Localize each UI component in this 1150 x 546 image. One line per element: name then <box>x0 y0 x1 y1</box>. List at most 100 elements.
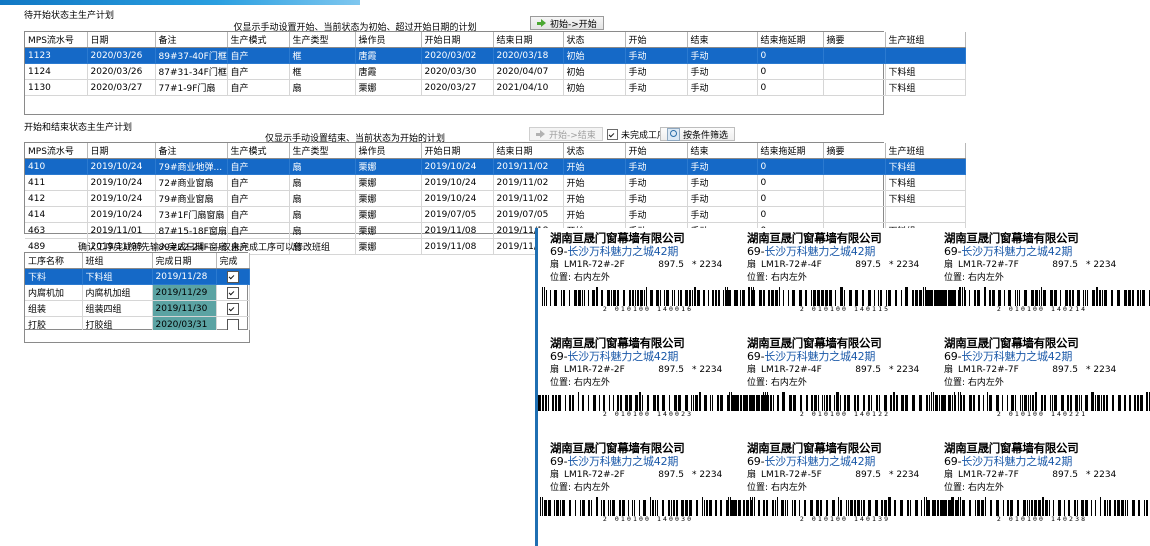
cell-0[interactable]: 463 <box>25 222 88 239</box>
table-row[interactable]: 内腐机加 内腐机加组 2019/11/29 <box>25 284 250 301</box>
print-label[interactable]: 湖南亘晟门窗幕墙有限公司 69-长沙万科魅力之城42期扇 LM1R-72#-7F 89… <box>923 442 1148 540</box>
cell-1[interactable]: 2019/10/24 <box>87 190 156 207</box>
cell-6[interactable]: 2020/03/02 <box>421 47 494 64</box>
cell-0[interactable]: 1124 <box>25 63 88 80</box>
column-header-8[interactable]: 状态 <box>563 32 626 48</box>
column-header-2[interactable]: 备注 <box>155 32 228 48</box>
column-header-8[interactable]: 状态 <box>563 143 626 159</box>
cell-5[interactable]: 唐霞 <box>355 63 422 80</box>
cell-5[interactable]: 栗娜 <box>355 190 422 207</box>
cell-11[interactable]: 0 <box>757 79 824 96</box>
cell-7[interactable]: 2020/04/07 <box>493 63 564 80</box>
column-header-5[interactable]: 操作员 <box>355 143 422 159</box>
cell-8[interactable]: 初始 <box>563 79 626 96</box>
cell-10[interactable]: 手动 <box>687 63 758 80</box>
filter-button[interactable]: 按条件筛选 <box>660 127 736 144</box>
cell-9[interactable]: 手动 <box>625 174 688 191</box>
checkbox-icon[interactable] <box>226 318 239 331</box>
cell-0[interactable]: 412 <box>25 190 88 207</box>
cell-4[interactable]: 扇 <box>289 222 356 239</box>
completion-checkbox-cell[interactable] <box>216 300 250 317</box>
cell-3[interactable]: 自产 <box>227 63 290 80</box>
cell-7[interactable]: 2020/03/18 <box>493 47 564 64</box>
cell-4[interactable]: 扇 <box>289 158 356 175</box>
print-label[interactable]: 湖南亘晟门窗幕墙有限公司 69-长沙万科魅力之城42期扇 LM1R-72#-4F 89… <box>728 337 961 435</box>
cell-1[interactable]: 2019/10/24 <box>87 174 156 191</box>
cell-2[interactable]: 89#37-40F门框 <box>155 47 228 64</box>
cell-13[interactable] <box>885 206 966 223</box>
cell-13[interactable]: 下料组 <box>885 63 966 80</box>
process-name[interactable]: 下料 <box>25 268 83 285</box>
column-header-1[interactable]: 日期 <box>87 143 156 159</box>
column-header-7[interactable]: 结束日期 <box>493 143 564 159</box>
print-label[interactable]: 湖南亘晟门窗幕墙有限公司 69-长沙万科魅力之城42期扇 LM1R-72#-2F 89… <box>540 442 755 540</box>
cell-10[interactable]: 手动 <box>687 174 758 191</box>
label-print-preview[interactable]: 湖南亘晟门窗幕墙有限公司 69-长沙万科魅力之城42期扇 LM1R-72#-2F 89… <box>535 228 1150 546</box>
completion-date[interactable]: 2019/11/29 <box>152 284 217 301</box>
cell-12[interactable] <box>823 79 886 96</box>
print-label[interactable]: 湖南亘晟门窗幕墙有限公司 69-长沙万科魅力之城42期扇 LM1R-72#-5F 89… <box>728 442 961 540</box>
team-name[interactable]: 下料组 <box>82 268 153 285</box>
column-header-12[interactable]: 摘要 <box>823 143 886 159</box>
cell-7[interactable]: 2021/04/10 <box>493 79 564 96</box>
completion-checkbox-cell[interactable] <box>216 284 250 301</box>
process-name[interactable]: 组装 <box>25 300 83 317</box>
column-header-9[interactable]: 开始 <box>625 32 688 48</box>
cell-9[interactable]: 手动 <box>625 190 688 207</box>
cell-8[interactable]: 初始 <box>563 47 626 64</box>
cell-11[interactable]: 0 <box>757 158 824 175</box>
cell-13[interactable]: 下料组 <box>885 174 966 191</box>
cell-10[interactable]: 手动 <box>687 206 758 223</box>
column-header-12[interactable]: 摘要 <box>823 32 886 48</box>
cell-8[interactable]: 开始 <box>563 206 626 223</box>
cell-5[interactable]: 唐霞 <box>355 47 422 64</box>
cell-1[interactable]: 2020/03/27 <box>87 79 156 96</box>
cell-2[interactable]: 77#1-9F门扇 <box>155 79 228 96</box>
cell-12[interactable] <box>823 158 886 175</box>
column-header-13[interactable]: 生产班组 <box>885 32 966 48</box>
cell-3[interactable]: 自产 <box>227 222 290 239</box>
grid-active-plans[interactable]: MPS流水号 日期 备注 生产模式 生产类型 操作员 开始日期 结束日期 状态 开始 结束 结束拖延期… <box>24 142 966 255</box>
cell-11[interactable]: 0 <box>757 63 824 80</box>
unfinished-process-checkbox[interactable]: 未完成工序 <box>600 127 673 143</box>
table-row[interactable]: 410 2019/10/24 79#商业地弹... 自产扇栗娜 2019/10/24 20… <box>25 158 966 175</box>
cell-1[interactable]: 2020/03/26 <box>87 47 156 64</box>
print-label[interactable]: 湖南亘晟门窗幕墙有限公司 69-长沙万科魅力之城42期扇 LM1R-72#-7F 89… <box>923 232 1150 330</box>
team-name[interactable]: 内腐机加组 <box>82 284 153 301</box>
completion-date[interactable]: 2019/11/28 <box>152 268 217 285</box>
column-header-11[interactable]: 结束拖延期 <box>757 143 824 159</box>
column-header-10[interactable]: 结束 <box>687 32 758 48</box>
cell-10[interactable]: 手动 <box>687 79 758 96</box>
column-header-6[interactable]: 开始日期 <box>421 32 494 48</box>
cell-6[interactable]: 2019/11/08 <box>421 238 494 255</box>
column-header-0[interactable]: MPS流水号 <box>25 32 88 48</box>
cell-4[interactable]: 扇 <box>289 238 356 255</box>
cell-11[interactable]: 0 <box>757 190 824 207</box>
cell-10[interactable]: 手动 <box>687 158 758 175</box>
cell-9[interactable]: 手动 <box>625 47 688 64</box>
cell-4[interactable]: 扇 <box>289 174 356 191</box>
cell-8[interactable]: 开始 <box>563 174 626 191</box>
cell-6[interactable]: 2019/07/05 <box>421 206 494 223</box>
table-row[interactable]: 1123 2020/03/26 89#37-40F门框 自产框唐霞 2020/03/02… <box>25 47 966 64</box>
cell-1[interactable]: 2019/11/01 <box>87 222 156 239</box>
table-row[interactable]: 打胶 打胶组 2020/03/31 <box>25 316 250 333</box>
cell-7[interactable]: 2019/11/02 <box>493 190 564 207</box>
column-header-3[interactable]: 生产模式 <box>227 143 290 159</box>
cell-0[interactable]: 1123 <box>25 47 88 64</box>
cell-2[interactable]: 87#31-34F门框 <box>155 63 228 80</box>
cell-4[interactable]: 框 <box>289 47 356 64</box>
column-header-6[interactable]: 开始日期 <box>421 143 494 159</box>
cell-12[interactable] <box>823 63 886 80</box>
cell-12[interactable] <box>823 190 886 207</box>
cell-2[interactable]: 79#商业地弹... <box>155 158 228 175</box>
column-header-7[interactable]: 结束日期 <box>493 32 564 48</box>
cell-2[interactable]: 73#1F门扇窗扇 <box>155 206 228 223</box>
column-header-9[interactable]: 开始 <box>625 143 688 159</box>
table-row[interactable]: 414 2019/10/24 73#1F门扇窗扇 自产扇栗娜 2019/07/05 201… <box>25 206 966 223</box>
table-row[interactable]: 412 2019/10/24 79#商业窗扇 自产扇栗娜 2019/10/24 2019/… <box>25 190 966 207</box>
cell-9[interactable]: 手动 <box>625 206 688 223</box>
cell-1[interactable]: 2019/10/24 <box>87 158 156 175</box>
cell-11[interactable]: 0 <box>757 206 824 223</box>
cell-0[interactable]: 411 <box>25 174 88 191</box>
